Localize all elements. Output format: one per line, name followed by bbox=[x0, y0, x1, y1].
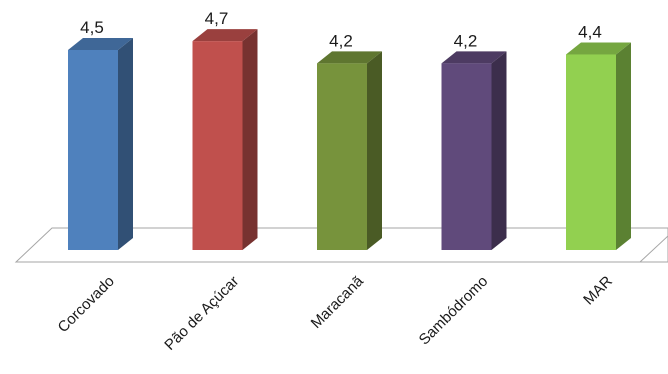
bar-4 bbox=[441, 51, 507, 251]
bar-side bbox=[367, 51, 382, 251]
bar-1 bbox=[68, 38, 133, 250]
bar-3 bbox=[317, 51, 382, 251]
bar-top bbox=[441, 51, 507, 64]
bars-group bbox=[68, 29, 631, 251]
bar-side bbox=[242, 29, 258, 250]
bar-top bbox=[566, 42, 631, 55]
data-label: 4,5 bbox=[80, 18, 104, 37]
data-label: 4,7 bbox=[205, 9, 229, 28]
category-label: Sambódromo bbox=[416, 273, 492, 349]
value-labels-group: 4,5 4,7 4,2 4,2 4,4 bbox=[80, 9, 602, 50]
bar-top bbox=[192, 29, 258, 42]
data-label: 4,4 bbox=[578, 22, 602, 41]
data-label: 4,2 bbox=[329, 31, 353, 50]
bar-front bbox=[566, 54, 616, 250]
category-label: Corcovado bbox=[55, 273, 118, 336]
bar-side bbox=[616, 42, 631, 250]
bar-top bbox=[317, 51, 382, 64]
bar-side bbox=[118, 38, 133, 250]
category-labels-group: Corcovado Pão de Açúcar Maracanã Sambódromo… bbox=[55, 272, 616, 353]
bar-front bbox=[192, 41, 243, 250]
bar-top bbox=[68, 38, 133, 50]
floor-edge bbox=[16, 235, 668, 263]
bar-front bbox=[68, 50, 118, 250]
data-label: 4,2 bbox=[454, 31, 478, 50]
category-label: Pão de Açúcar bbox=[161, 273, 242, 354]
bar-front bbox=[441, 63, 492, 251]
category-label: MAR bbox=[580, 273, 616, 309]
bar-5 bbox=[566, 42, 631, 250]
bar-front bbox=[317, 63, 367, 251]
bar-2 bbox=[192, 29, 258, 250]
bar-side bbox=[491, 51, 507, 251]
category-label: Maracanã bbox=[308, 272, 368, 332]
